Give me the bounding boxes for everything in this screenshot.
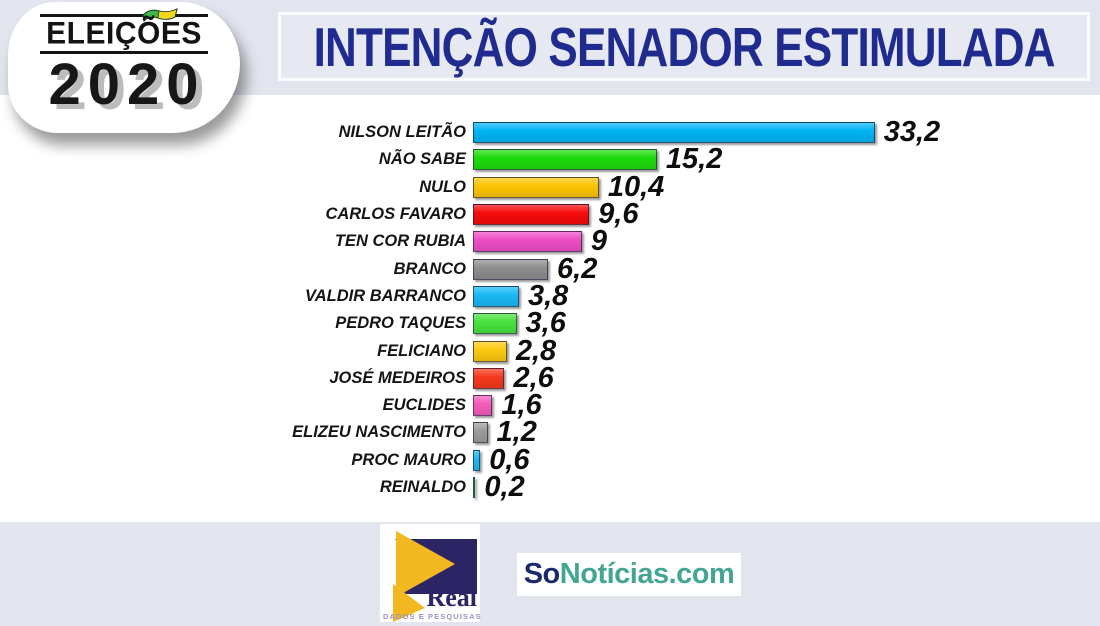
bar-row: JOSÉ MEDEIROS 2,6	[0, 361, 1100, 394]
bar	[473, 449, 481, 471]
bar-category-label: VALDIR BARRANCO	[304, 286, 466, 305]
bar-value: 15,2	[665, 143, 723, 176]
brazil-flag-icon	[142, 8, 178, 23]
bar	[473, 285, 519, 307]
bar-category-label: REINALDO	[379, 478, 466, 496]
bar-value: 3,6	[525, 307, 566, 340]
bar-row: NÃO SABE 15,2	[0, 143, 1100, 176]
sonoticias-logo-text: SoNotícias.com	[524, 558, 735, 591]
bar-category-label: TEN COR RUBIA	[334, 232, 466, 251]
bar-category-label: PROC MAURO	[351, 450, 466, 469]
sonoticias-rest: Notícias.com	[559, 558, 735, 590]
title-banner: INTENÇÃO SENADOR ESTIMULADA	[278, 12, 1090, 81]
bar-value: 33,2	[883, 116, 941, 149]
page-title: INTENÇÃO SENADOR ESTIMULADA	[313, 15, 1055, 78]
bar-row: NULO 10,4	[0, 170, 1100, 203]
bar-value: 2,6	[513, 361, 554, 394]
bar-row: TEN COR RUBIA 9	[0, 225, 1100, 258]
bar-value: 3,8	[527, 279, 569, 312]
logo-year-2020: 2020	[48, 52, 206, 117]
bar-value: 1,6	[501, 389, 542, 422]
bar-category-label: PEDRO TAQUES	[335, 314, 466, 333]
bar-category-label: BRANCO	[393, 259, 466, 278]
bar-category-label: JOSÉ MEDEIROS	[329, 368, 466, 387]
bar	[473, 176, 599, 198]
bar-row: NILSON LEITÃO 33,2	[0, 116, 1100, 149]
real-dados-pesquisas-logo: Real DADOS E PESQUISAS	[380, 524, 482, 622]
bar-row: ELIZEU NASCIMENTO 1,2	[0, 416, 1100, 449]
logo-rule-line	[40, 14, 208, 17]
bar	[473, 313, 517, 335]
logo-rule-line-bottom	[40, 51, 208, 54]
bar-value: 0,6	[489, 443, 530, 476]
bar-category-label: EUCLIDES	[382, 396, 466, 415]
bar-category-label: FELICIANO	[377, 341, 466, 360]
bar-row: BRANCO 6,2	[0, 252, 1100, 285]
real-logo-text: Real	[426, 583, 477, 612]
bar-row: EUCLIDES 1,6	[0, 389, 1100, 422]
bar	[473, 204, 590, 226]
bar-category-label: CARLOS FAVARO	[325, 205, 466, 224]
sonoticias-logo: SoNotícias.com	[517, 553, 741, 596]
bar	[473, 122, 875, 144]
bar-row: PEDRO TAQUES 3,6	[0, 307, 1100, 340]
bar	[473, 395, 493, 417]
bar-value: 2,8	[515, 334, 557, 367]
bar	[473, 149, 657, 171]
bar-category-label: NÃO SABE	[378, 150, 466, 169]
real-logo-subtitle: DADOS E PESQUISAS	[383, 612, 482, 621]
bar-row: PROC MAURO 0,6	[0, 443, 1100, 476]
bar-category-label: NILSON LEITÃO	[338, 123, 466, 142]
bar-value: 6,2	[557, 252, 598, 285]
bar-row: CARLOS FAVARO 9,6	[0, 198, 1100, 231]
bar	[473, 422, 488, 444]
real-arrow-icon	[380, 531, 477, 622]
senator-intention-bar-chart: NILSON LEITÃO 33,2 NÃO SABE 15,2 NULO 10,4 CAR…	[0, 116, 1100, 503]
logo-top-rule	[40, 8, 208, 23]
bar-value: 0,2	[484, 471, 525, 503]
bar	[473, 477, 476, 498]
bar-row: FELICIANO 2,8	[0, 334, 1100, 367]
bar-value: 9,6	[598, 198, 639, 231]
bar-value: 9	[590, 225, 608, 258]
bar-category-label: NULO	[419, 177, 466, 196]
bar-row: VALDIR BARRANCO 3,8	[0, 279, 1100, 312]
bar-value: 1,2	[496, 416, 537, 449]
bar-category-label: ELIZEU NASCIMENTO	[292, 423, 466, 442]
bar	[473, 258, 549, 280]
bar	[473, 367, 505, 389]
sonoticias-so: So	[523, 558, 561, 590]
logo-word-eleicoes: ELEIÇÕES	[46, 16, 202, 51]
bar-row: REINALDO 0,2	[0, 471, 1100, 503]
eleicoes-2020-logo: ELEIÇÕES 2020	[8, 2, 240, 133]
bar	[473, 340, 507, 362]
bar	[473, 231, 582, 253]
bar-value: 10,4	[607, 170, 665, 203]
